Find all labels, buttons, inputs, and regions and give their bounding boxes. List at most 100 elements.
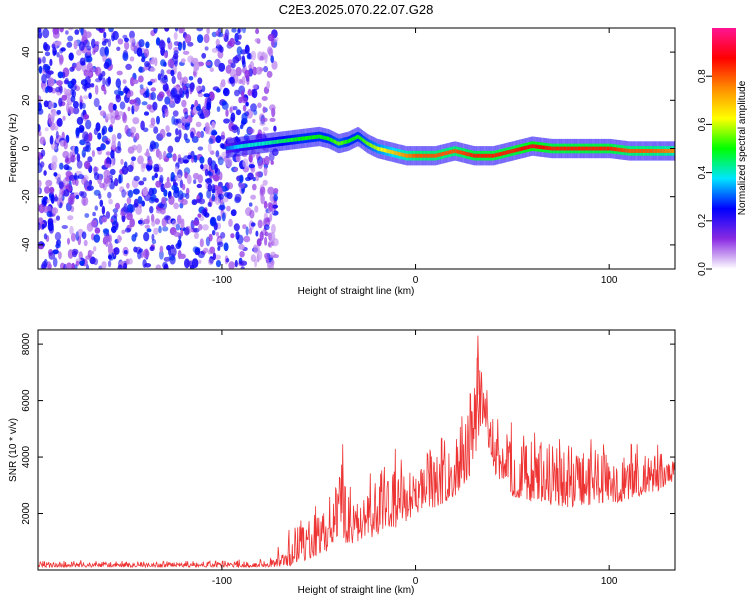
noise-blob (225, 157, 233, 168)
noise-blob (250, 254, 257, 262)
noise-blob (134, 105, 138, 112)
noise-blob (242, 224, 247, 230)
noise-blob (38, 32, 43, 39)
noise-blob (126, 93, 131, 99)
signal-core (626, 148, 628, 153)
noise-blob (267, 186, 275, 195)
noise-blob (111, 140, 117, 150)
signal-core (440, 152, 443, 157)
noise-blob (84, 160, 91, 170)
noise-blob (153, 126, 159, 134)
noise-blob (248, 64, 252, 70)
noise-blob (166, 37, 171, 44)
signal-core (625, 148, 627, 153)
noise-blob (63, 139, 68, 150)
signal-core (332, 139, 335, 143)
noise-blob (116, 70, 123, 76)
signal-core (299, 137, 301, 141)
noise-blob (180, 229, 184, 237)
noise-blob (206, 177, 213, 185)
noise-blob (173, 189, 180, 199)
signal-core (368, 142, 371, 147)
noise-blob (99, 110, 106, 117)
noise-blob (93, 172, 100, 181)
noise-blob (231, 125, 238, 131)
noise-blob (263, 166, 268, 177)
x-tick-label: 0 (413, 275, 419, 286)
noise-blob (222, 87, 230, 97)
signal-core (669, 149, 671, 153)
signal-core (574, 146, 576, 151)
signal-core (333, 139, 336, 144)
signal-core (461, 150, 463, 155)
noise-blob (195, 121, 202, 128)
noise-blob (226, 182, 234, 190)
noise-blob (79, 57, 86, 66)
signal-core (347, 139, 350, 144)
signal-core (584, 146, 587, 151)
signal-core (596, 146, 598, 151)
noise-blob (122, 79, 127, 84)
signal-core (374, 145, 376, 150)
noise-blob (105, 151, 111, 156)
noise-blob (177, 239, 182, 248)
signal-core (228, 146, 230, 151)
signal-core (312, 135, 315, 140)
noise-blob (72, 106, 80, 115)
noise-blob (115, 202, 120, 210)
noise-blob (123, 250, 128, 255)
noise-blob (88, 132, 93, 142)
noise-blob (203, 164, 209, 169)
signal-core (311, 135, 314, 140)
noise-blob (235, 109, 242, 116)
signal-core (328, 136, 330, 141)
noise-blob (126, 212, 133, 221)
signal-core (407, 153, 409, 158)
signal-core (337, 141, 339, 146)
signal-core (419, 153, 422, 158)
noise-blob (91, 219, 98, 228)
noise-blob (55, 40, 62, 46)
signal-core (323, 135, 325, 140)
signal-core (246, 143, 249, 148)
signal-core (554, 146, 556, 151)
noise-blob (154, 218, 161, 225)
noise-blob (248, 202, 253, 207)
signal-core (336, 140, 338, 145)
noise-blob (238, 96, 243, 104)
signal-core (317, 134, 319, 139)
noise-blob (179, 87, 184, 98)
noise-blob (182, 76, 188, 85)
signal-core (270, 140, 272, 145)
noise-blob (122, 52, 129, 61)
noise-blob (54, 231, 62, 241)
signal-core (664, 149, 667, 153)
noise-blob (124, 227, 131, 233)
noise-blob (50, 122, 56, 131)
signal-core (477, 153, 480, 158)
noise-blob (199, 156, 205, 164)
signal-core (238, 144, 240, 149)
signal-core (344, 140, 346, 145)
noise-blob (164, 96, 171, 105)
noise-blob (208, 233, 213, 242)
noise-blob (181, 199, 188, 206)
noise-blob (213, 174, 220, 182)
colorbar-tick-label: 0.2 (697, 213, 708, 227)
noise-blob (143, 48, 150, 58)
signal-core (568, 146, 570, 151)
noise-blob (271, 60, 278, 70)
noise-blob (150, 87, 157, 92)
signal-core (351, 137, 353, 142)
signal-core (474, 153, 476, 158)
noise-blob (230, 112, 236, 122)
signal-core (387, 149, 389, 154)
x-tick-label: -100 (212, 275, 232, 286)
noise-blob (238, 34, 242, 40)
signal-core (558, 146, 560, 151)
noise-blob (144, 152, 151, 157)
noise-blob (74, 172, 78, 181)
signal-core (630, 149, 632, 153)
noise-blob (149, 140, 156, 150)
noise-blob (67, 35, 74, 42)
